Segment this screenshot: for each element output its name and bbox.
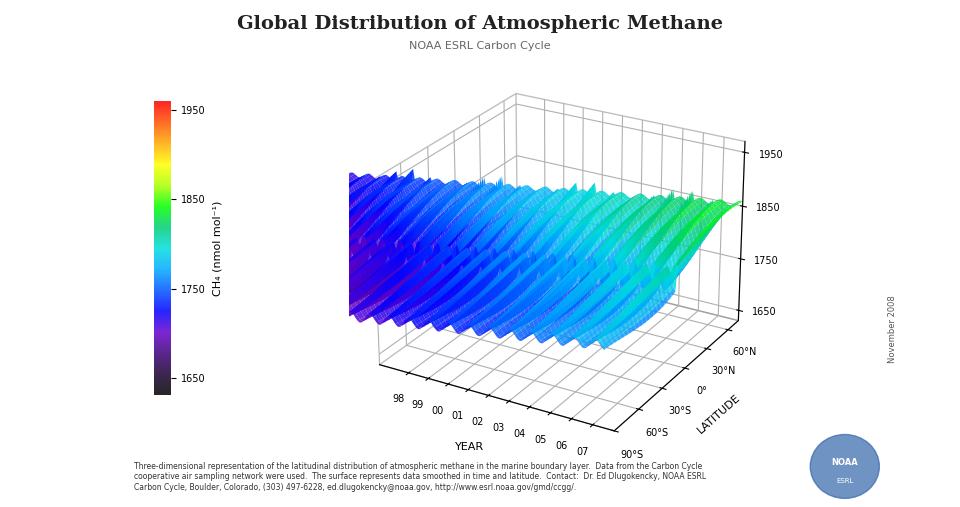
Y-axis label: LATITUDE: LATITUDE — [695, 392, 742, 435]
Text: NOAA ESRL Carbon Cycle: NOAA ESRL Carbon Cycle — [409, 41, 551, 51]
Text: ESRL: ESRL — [836, 478, 853, 484]
Text: NOAA: NOAA — [831, 458, 858, 467]
Text: November 2008: November 2008 — [888, 296, 898, 364]
Circle shape — [810, 434, 879, 498]
X-axis label: YEAR: YEAR — [455, 442, 485, 452]
Text: Global Distribution of Atmospheric Methane: Global Distribution of Atmospheric Metha… — [237, 15, 723, 33]
Y-axis label: CH₄ (nmol mol⁻¹): CH₄ (nmol mol⁻¹) — [212, 201, 223, 296]
Text: Three-dimensional representation of the latitudinal distribution of atmospheric : Three-dimensional representation of the … — [134, 462, 707, 492]
